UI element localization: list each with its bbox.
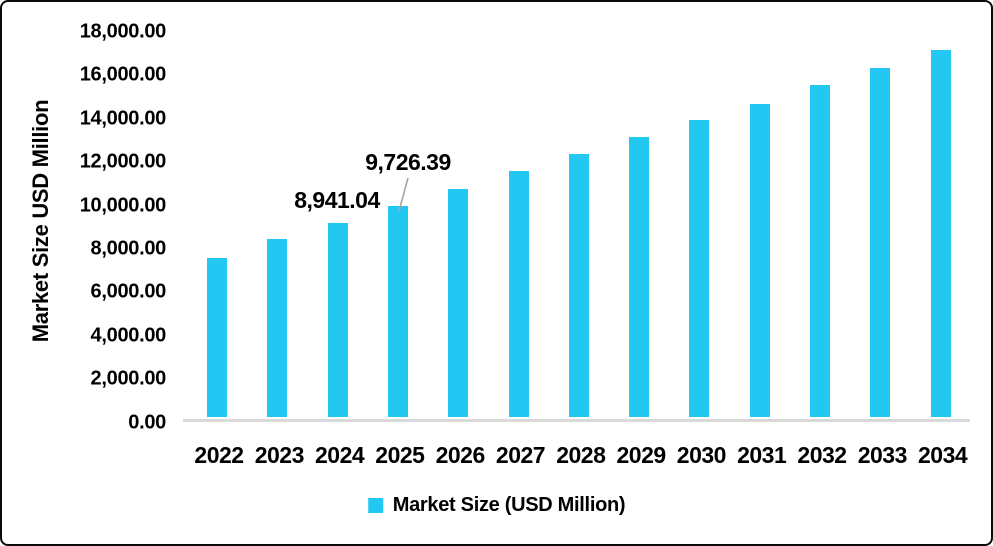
y-tick-label-12000: 12,000.00: [79, 150, 167, 173]
y-tick-label-0: 0.00: [128, 411, 166, 433]
x-label-2031: 2031: [737, 442, 787, 468]
bar-2025: [387, 206, 408, 417]
x-label-2033: 2033: [857, 442, 908, 468]
bar-2034: [930, 50, 951, 417]
x-label-2026: 2026: [435, 442, 486, 468]
leader-line: [398, 177, 409, 212]
bar-2022: [207, 257, 227, 417]
bar-2024: [327, 223, 348, 417]
y-tick-label-6000: 6,000.00: [90, 280, 167, 303]
bar-2033: [870, 67, 891, 417]
x-label-2029: 2029: [616, 442, 667, 468]
bar-2029: [629, 137, 650, 417]
x-label-2030: 2030: [676, 442, 727, 468]
x-label-2027: 2027: [495, 442, 546, 468]
legend: Market Size (USD Million): [367, 494, 626, 517]
bar-2023: [267, 239, 288, 417]
x-label-2028: 2028: [556, 442, 606, 468]
y-tick-label-4000: 4,000.00: [90, 324, 167, 347]
x-label-2032: 2032: [797, 442, 847, 468]
data-label-2025: 9,726.39: [365, 149, 451, 175]
legend-label: Market Size (USD Million): [392, 494, 626, 516]
bar-2027: [508, 170, 529, 417]
y-tick-label-16000: 16,000.00: [79, 63, 167, 86]
y-tick-label-18000: 18,000.00: [79, 20, 167, 43]
x-label-2034: 2034: [918, 442, 968, 468]
x-label-2025: 2025: [375, 442, 425, 468]
y-tick-label-10000: 10,000.00: [79, 194, 167, 217]
bar-2028: [568, 153, 589, 417]
data-label-2024: 8,941.04: [294, 187, 380, 213]
bar-2032: [810, 85, 830, 417]
y-tick-label-2000: 2,000.00: [90, 367, 167, 390]
bar-2026: [448, 188, 469, 417]
bar-2030: [689, 119, 710, 417]
legend-swatch-icon: [367, 498, 383, 513]
y-tick-label-8000: 8,000.00: [90, 237, 167, 260]
x-axis-line: [183, 419, 970, 422]
y-axis-title: Market Size USD Million: [28, 99, 53, 343]
x-label-2022: 2022: [194, 442, 244, 468]
x-label-2023: 2023: [254, 442, 305, 468]
x-label-2024: 2024: [315, 442, 365, 468]
bar-2031: [749, 103, 770, 417]
y-tick-label-14000: 14,000.00: [79, 107, 167, 130]
